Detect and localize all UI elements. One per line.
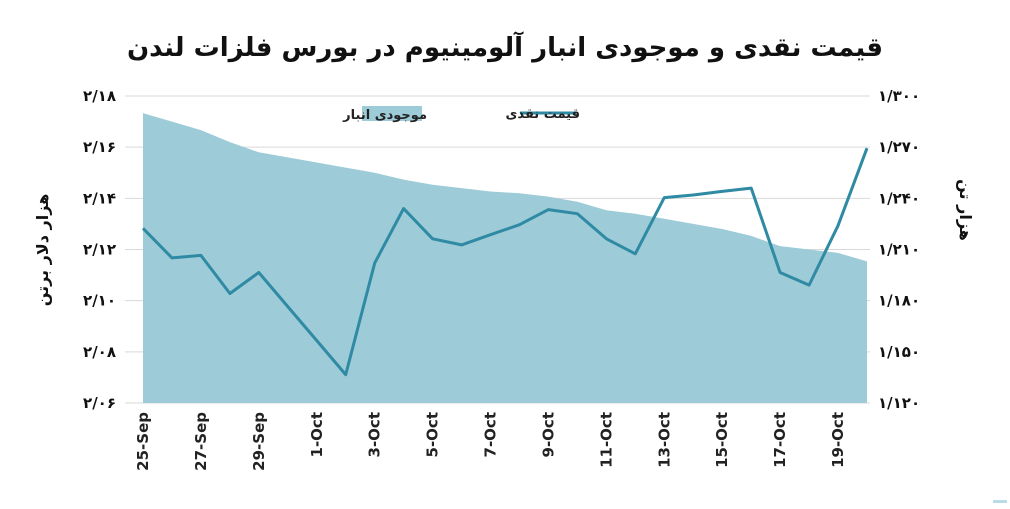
y-axis-left-label: هزار دلار برتن: [33, 194, 52, 307]
legend-label-cash-price: قیمت نقدی: [506, 107, 580, 122]
inventory-area-layer: [143, 113, 867, 403]
x-tick-label: 9-Oct: [539, 412, 557, 457]
left-tick-label: ۲/۱۴: [83, 189, 116, 207]
cash-price-line-layer: [141, 147, 869, 377]
legend: موجودی انبار قیمت نقدی: [342, 106, 580, 123]
cash-price-line: [141, 147, 869, 377]
right-tick-label: ۱/۲۷۰: [878, 138, 920, 156]
left-tick-label: ۲/۰۸: [83, 343, 116, 361]
x-tick-label: 13-Oct: [655, 412, 673, 468]
x-tick-label: 17-Oct: [771, 412, 789, 468]
right-tick-label: ۱/۱۸۰: [878, 292, 920, 310]
right-axis-ticks: ۱/۱۲۰ ۱/۱۵۰ ۱/۱۸۰ ۱/۲۱۰ ۱/۲۴۰ ۱/۲۷۰ ۱/۳۰۰: [878, 87, 920, 412]
x-tick-label: 27-Sep: [192, 412, 210, 471]
left-tick-label: ۲/۱۲: [83, 241, 116, 259]
x-tick-label: 15-Oct: [713, 412, 731, 468]
y-axis-right-label: هزار تن: [956, 179, 975, 241]
right-tick-label: ۱/۱۵۰: [878, 343, 920, 361]
left-axis-ticks: ۲/۰۶ ۲/۰۸ ۲/۱۰ ۲/۱۲ ۲/۱۴ ۲/۱۶ ۲/۱۸: [83, 87, 116, 412]
x-tick-label: 11-Oct: [597, 412, 615, 468]
inventory-area: [143, 113, 867, 403]
x-tick-label: 3-Oct: [366, 412, 384, 457]
x-tick-label: 19-Oct: [829, 412, 847, 468]
right-tick-label: ۱/۲۴۰: [878, 189, 920, 207]
right-tick-label: ۱/۲۱۰: [878, 241, 920, 259]
x-tick-label: 1-Oct: [308, 412, 326, 457]
legend-swatch-inventory: [362, 106, 422, 121]
right-tick-label: ۱/۱۲۰: [878, 394, 920, 412]
chart-title: قیمت نقدی و موجودی انبار آلومینیوم در بو…: [127, 31, 883, 63]
legend-label-inventory: موجودی انبار: [342, 108, 427, 123]
right-tick-label: ۱/۳۰۰: [878, 87, 920, 105]
x-tick-label: 5-Oct: [424, 412, 442, 457]
x-tick-label: 29-Sep: [250, 412, 268, 471]
x-axis-ticks: 25-Sep 27-Sep 29-Sep 1-Oct 3-Oct 5-Oct 7-Oct 9-…: [134, 412, 847, 471]
left-tick-label: ۲/۰۶: [83, 394, 116, 412]
left-tick-label: ۲/۱۸: [83, 87, 116, 105]
left-tick-label: ۲/۱۶: [83, 138, 116, 156]
corner-mark: [993, 500, 1007, 503]
x-tick-label: 25-Sep: [134, 412, 152, 471]
x-tick-label: 7-Oct: [482, 412, 500, 457]
left-tick-label: ۲/۱۰: [83, 292, 116, 310]
